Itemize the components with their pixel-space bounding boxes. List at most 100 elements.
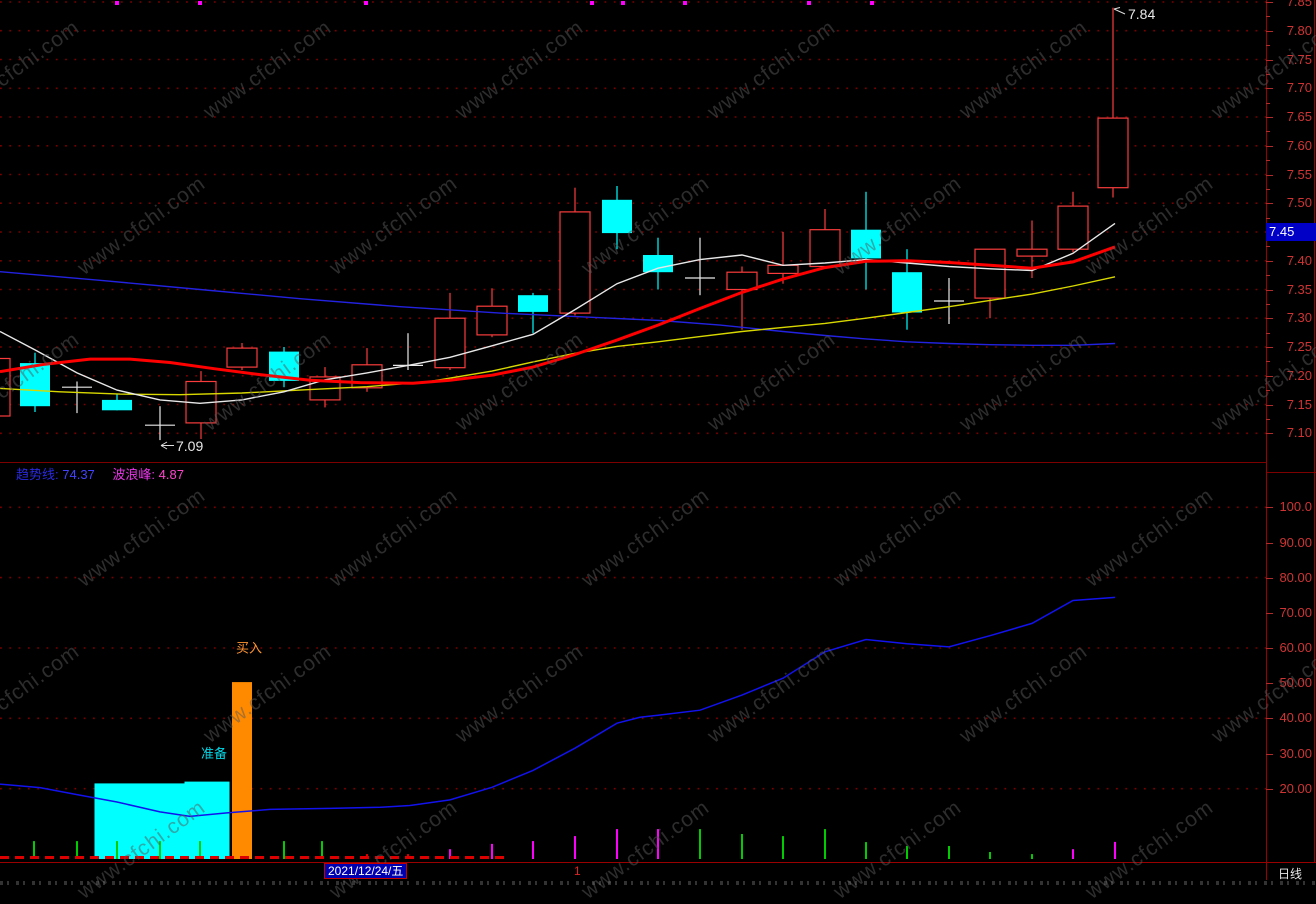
wave-tick (283, 841, 285, 859)
price-axis-label: 7.30 (1286, 310, 1312, 326)
price-axis-minor-tick (1266, 131, 1270, 133)
price-axis-tick (1266, 174, 1273, 176)
top-marker-dot (198, 1, 202, 5)
price-axis-tick (1266, 117, 1273, 118)
wave-tick (532, 841, 534, 859)
candle-doji (145, 406, 175, 441)
trend-line (0, 596, 1116, 818)
wave-tick (1114, 841, 1116, 859)
top-marker-dot (364, 1, 368, 5)
price-axis-tick (1266, 404, 1273, 406)
main-candlestick-chart[interactable]: 7.84 7.09 (0, 0, 1266, 462)
price-axis-minor-tick (1266, 418, 1270, 420)
wave-tick (199, 841, 201, 859)
price-axis-tick (1266, 59, 1273, 61)
wave-tick (491, 843, 493, 859)
wave-tick (824, 829, 826, 859)
date-label: 2021/12/24/五 (324, 863, 408, 879)
price-axis-minor-tick (1266, 275, 1270, 277)
candle-down (102, 394, 132, 411)
panel-separator (0, 462, 1266, 463)
period-selector[interactable]: 日线 (1278, 867, 1303, 881)
signal-bar (184, 781, 230, 859)
price-axis-label: 7.40 (1286, 252, 1312, 268)
bottom-border (0, 862, 1316, 863)
price-axis-line (1266, 0, 1267, 880)
price-axis-label: 7.60 (1286, 137, 1312, 153)
price-axis-tick (1266, 289, 1273, 291)
price-axis-minor-tick (1266, 45, 1270, 47)
ma-red (0, 245, 1116, 385)
price-axis-minor-tick (1266, 246, 1270, 248)
right-edge-line (1314, 0, 1315, 862)
bottom-marker: 1 (574, 864, 581, 878)
indicator-trend-value: 74.37 (62, 467, 95, 482)
indicator-header: 趋势线: 74.37 波浪峰: 4.87 (16, 464, 184, 483)
price-axis-minor-tick (1266, 160, 1270, 162)
candle-up (726, 266, 758, 330)
wave-tick (116, 841, 118, 859)
candle-up (0, 357, 11, 417)
candle-down (892, 249, 922, 330)
indicator-axis-tick (1266, 648, 1273, 649)
wave-tick (699, 829, 701, 859)
indicator-axis-label: 40.00 (1279, 710, 1312, 726)
price-axis-minor-tick (1266, 102, 1270, 104)
wave-tick (1072, 849, 1074, 859)
top-marker-dot (115, 1, 119, 5)
candle-doji (934, 278, 964, 324)
signal-bar (139, 783, 185, 859)
price-axis-tick (1266, 145, 1273, 147)
indicator-wave-label: 波浪峰: (112, 467, 156, 482)
price-axis-tick (1266, 88, 1273, 90)
price-axis-label: 7.70 (1286, 80, 1312, 96)
price-axis-tick (1266, 260, 1273, 262)
wave-tick (865, 842, 867, 859)
indicator-axis-label: 60.00 (1279, 640, 1312, 655)
signal-text: 买入 (236, 640, 262, 655)
signal-bar (232, 682, 252, 859)
price-axis-label: 7.20 (1286, 367, 1312, 383)
price-axis-label: 7.75 (1286, 51, 1312, 67)
indicator-axis-tick (1266, 753, 1273, 755)
indicator-axis-label: 50.00 (1279, 675, 1312, 691)
wave-tick (574, 836, 576, 859)
candle-doji (685, 237, 715, 296)
axis-separator (1266, 472, 1316, 473)
indicator-axis-label: 70.00 (1279, 604, 1312, 620)
price-axis-minor-tick (1266, 303, 1270, 305)
ma-white (0, 222, 1116, 405)
wave-tick (33, 841, 35, 859)
annotation-high: 7.84 (1128, 6, 1155, 22)
candle-down (269, 347, 299, 388)
indicator-axis-tick (1266, 683, 1273, 685)
candle-doji (62, 381, 92, 414)
indicator-axis-tick (1266, 612, 1273, 614)
price-axis-label: 7.65 (1286, 109, 1312, 124)
indicator-axis-label: 90.00 (1279, 534, 1312, 550)
candle-down (643, 237, 673, 290)
wave-tick (76, 841, 78, 859)
candle-up (1057, 191, 1089, 253)
price-axis-minor-tick (1266, 73, 1270, 75)
price-axis-minor-tick (1266, 361, 1270, 363)
candle-down (851, 191, 881, 290)
top-marker-dot (870, 1, 874, 5)
top-marker-dot (590, 1, 594, 5)
price-axis-tick (1266, 375, 1273, 377)
price-axis-tick (1266, 203, 1273, 205)
wave-tick (741, 834, 743, 859)
price-axis-label: 7.85 (1286, 0, 1312, 9)
wave-tick (782, 836, 784, 859)
price-axis-label: 7.80 (1286, 22, 1312, 38)
indicator-axis-tick (1266, 788, 1273, 790)
price-axis-tick (1266, 433, 1273, 435)
signal-text: 准备 (201, 746, 227, 761)
wave-tick (906, 846, 908, 859)
indicator-axis-label: 80.00 (1279, 569, 1312, 585)
price-axis-minor-tick (1266, 332, 1270, 334)
price-axis-label: 7.15 (1286, 396, 1312, 412)
wave-tick (616, 829, 618, 859)
